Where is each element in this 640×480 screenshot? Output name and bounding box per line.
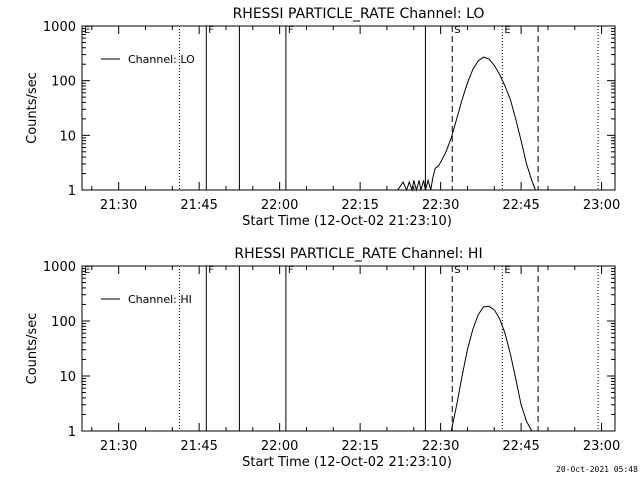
x-tick-label: 23:00	[583, 198, 620, 213]
y-tick-label: 10	[59, 370, 76, 385]
marker-label: S	[454, 265, 460, 276]
x-tick-label: 21:30	[100, 439, 137, 454]
x-tick-label: 22:45	[502, 198, 539, 213]
x-tick-label: 22:15	[341, 198, 378, 213]
x-tick-label: 21:45	[180, 439, 217, 454]
y-tick-label: 1	[68, 184, 76, 199]
x-tick-label: 22:15	[341, 439, 378, 454]
y-tick-label: 1	[68, 425, 76, 440]
print-timestamp: 20-Oct-2021 05:48	[556, 465, 638, 474]
marker-label: E	[504, 265, 510, 276]
x-tick-label: 21:30	[100, 198, 137, 213]
marker-label: E	[504, 25, 510, 36]
chart-panel-2: RHESSI PARTICLE_RATE Channel: HI 1 10 100 10…	[25, 246, 620, 470]
y-tick-label: 1000	[43, 260, 76, 275]
x-tick-label: 22:30	[422, 439, 459, 454]
x-tick-label: 22:00	[261, 198, 298, 213]
y-axis-label: Counts/sec	[25, 72, 40, 144]
x-tick-label: 21:45	[180, 198, 217, 213]
y-tick-label: 100	[51, 75, 76, 90]
marker-label: S	[454, 25, 460, 36]
chart-title: RHESSI PARTICLE_RATE Channel: LO	[233, 6, 485, 22]
legend-label: Channel: HI	[128, 293, 192, 306]
x-tick-label: 23:00	[583, 439, 620, 454]
chart-panel-1: RHESSI PARTICLE_RATE Channel: LO 1 10 100 10…	[25, 6, 620, 229]
marker-label: E	[84, 25, 90, 36]
marker-label: F	[288, 265, 294, 276]
chart-title: RHESSI PARTICLE_RATE Channel: HI	[234, 246, 482, 262]
y-axis-label: Counts/sec	[25, 313, 40, 385]
data-series-line	[397, 56, 536, 192]
data-series-line	[450, 305, 533, 432]
plot-frame	[81, 265, 616, 432]
marker-label: F	[208, 265, 214, 276]
x-tick-label: 22:00	[261, 439, 298, 454]
y-tick-label: 10	[59, 129, 76, 144]
plot-frame	[81, 25, 616, 191]
x-axis-label: Start Time (12-Oct-02 21:23:10)	[242, 214, 452, 229]
marker-label: E	[84, 265, 90, 276]
x-axis-label: Start Time (12-Oct-02 21:23:10)	[242, 455, 452, 470]
x-tick-label: 22:30	[422, 198, 459, 213]
marker-label: F	[208, 25, 214, 36]
legend-label: Channel: LO	[128, 53, 195, 66]
x-tick-label: 22:45	[502, 439, 539, 454]
marker-label: F	[288, 25, 294, 36]
y-tick-label: 1000	[43, 20, 76, 35]
y-tick-label: 100	[51, 315, 76, 330]
